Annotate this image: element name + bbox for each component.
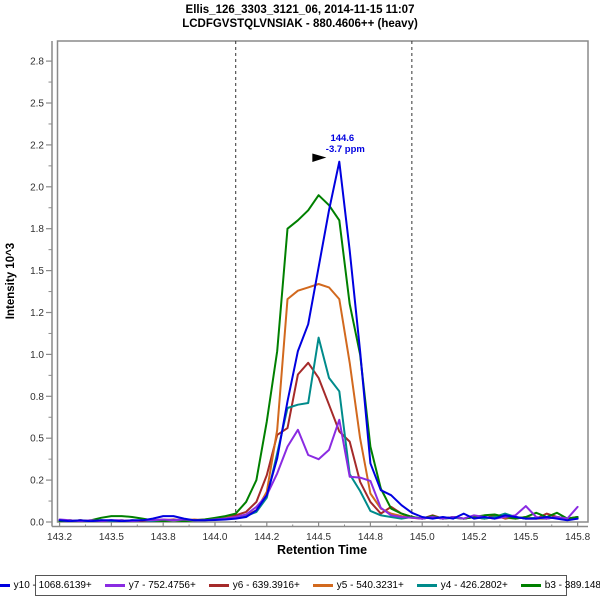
trace-y4	[58, 336, 579, 522]
chart-legend: y10 - 1068.6139+ y7 - 752.4756+ y6 - 639.3…	[0, 575, 600, 596]
chart-title: Ellis_126_3303_3121_06, 2014-11-15 11:07	[185, 4, 415, 16]
legend-item-y10: y10 - 1068.6139+	[0, 580, 92, 591]
x-tick-label: 144.0	[202, 532, 227, 543]
trace-y5	[58, 283, 579, 522]
x-tick-label: 145.0	[410, 532, 435, 543]
trace-y6	[58, 361, 579, 522]
y-tick-label: 2.0	[30, 182, 44, 193]
y-axis-title: Intensity 10^3	[5, 243, 17, 319]
x-tick-label: 145.2	[462, 532, 487, 543]
trace-y7	[58, 418, 579, 522]
x-tick-label: 144.2	[254, 532, 279, 543]
legend-label: y6 - 639.3916+	[232, 580, 300, 591]
x-tick-label: 143.5	[99, 532, 124, 543]
legend-line-icon	[104, 584, 125, 587]
peak-ppm-annotation[interactable]: -3.7 ppm	[326, 144, 365, 155]
legend-label: b3 - 389.1489+	[544, 580, 600, 591]
y-tick-label: 0.2	[30, 476, 44, 487]
x-tick-label: 145.5	[513, 532, 538, 543]
legend-label: y5 - 540.3231+	[336, 580, 404, 591]
legend-item-b3: b3 - 389.1489+	[520, 580, 600, 591]
x-tick-label: 143.2	[47, 532, 72, 543]
y-tick-label: 2.8	[30, 57, 44, 68]
legend-line-icon	[312, 584, 333, 587]
y-tick-label: 0.0	[30, 518, 44, 529]
legend-label: y7 - 752.4756+	[128, 580, 196, 591]
plot-area[interactable]	[56, 40, 589, 523]
legend-line-icon	[208, 584, 229, 587]
y-tick-label: 1.8	[30, 224, 44, 235]
chart-title-block: Ellis_126_3303_3121_06, 2014-11-15 11:07…	[0, 3, 600, 31]
x-axis-title: Retention Time	[277, 543, 367, 557]
y-tick-label: 0.5	[30, 434, 44, 445]
legend-label: y4 - 426.2802+	[440, 580, 508, 591]
legend-line-icon	[0, 584, 10, 587]
y-tick-label: 0.8	[30, 392, 44, 403]
legend-line-icon	[520, 584, 541, 587]
trace-y10	[58, 160, 579, 522]
legend-line-icon	[416, 584, 437, 587]
peak-rt-annotation[interactable]: 144.6	[330, 133, 354, 144]
x-tick-label: 143.8	[151, 532, 176, 543]
legend-label: y10 - 1068.6139+	[13, 580, 92, 591]
y-tick-label: 1.2	[30, 308, 44, 319]
x-tick-label: 144.5	[306, 532, 331, 543]
chart-subtitle: LCDFGVSTQLVNSIAK - 880.4606++ (heavy)	[182, 18, 418, 30]
legend-item-y5: y5 - 540.3231+	[312, 580, 404, 591]
y-tick-label: 2.2	[30, 140, 44, 151]
y-tick-label: 2.5	[30, 99, 44, 110]
legend-item-y6: y6 - 639.3916+	[208, 580, 300, 591]
legend-item-y4: y4 - 426.2802+	[416, 580, 508, 591]
x-tick-label: 145.8	[565, 532, 590, 543]
trace-b3	[58, 194, 579, 522]
peak-id-arrow-icon	[312, 153, 327, 162]
legend-item-y7: y7 - 752.4756+	[104, 580, 196, 591]
y-tick-label: 1.0	[30, 350, 44, 361]
y-tick-label: 1.5	[30, 266, 44, 277]
x-tick-label: 144.8	[358, 532, 383, 543]
